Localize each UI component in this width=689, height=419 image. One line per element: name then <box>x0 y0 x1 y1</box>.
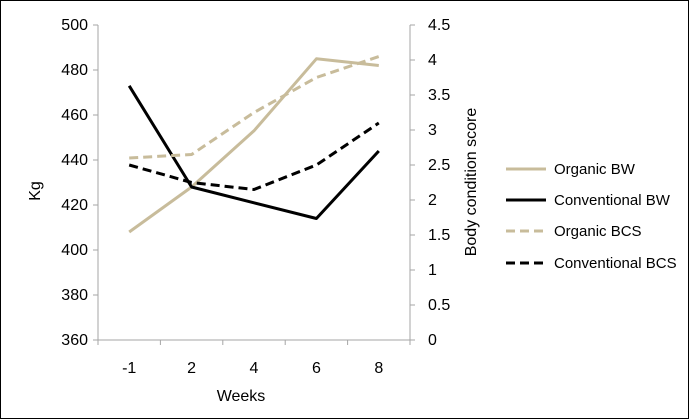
legend-label-organic-bcs: Organic BCS <box>554 223 642 240</box>
series-layer <box>127 55 380 234</box>
right-y-tick-label: 4 <box>428 52 437 69</box>
right-y-tick-label: 0 <box>428 332 437 349</box>
left-y-tick-label: 380 <box>61 287 88 304</box>
right-y-tick-label: 2 <box>428 192 437 209</box>
right-y-tick-label: 4.5 <box>428 17 450 34</box>
right-y-axis-title: Body condition score <box>463 108 480 257</box>
x-tick-label: 4 <box>250 360 259 377</box>
x-axis-title: Weeks <box>217 388 266 405</box>
right-y-tick-label: 1.5 <box>428 227 450 244</box>
x-tick-label: 6 <box>312 360 321 377</box>
legend-label-conventional-bcs: Conventional BCS <box>554 255 677 272</box>
x-tick-label: -1 <box>122 360 136 377</box>
left-y-tick-label: 480 <box>61 62 88 79</box>
x-tick-label: 8 <box>374 360 383 377</box>
legend: Organic BW Conventional BW Organic BCS Conv… <box>506 161 677 272</box>
axes <box>93 24 415 345</box>
right-y-tick-label: 3.5 <box>428 87 450 104</box>
right-y-tick-label: 3 <box>428 122 437 139</box>
legend-label-organic-bw: Organic BW <box>554 161 636 178</box>
legend-label-conventional-bw: Conventional BW <box>554 192 671 209</box>
series-line-conventional-bw <box>127 85 380 220</box>
left-y-tick-label: 460 <box>61 107 88 124</box>
tick-labels: 360 380 400 420 440 460 480 500 0 0.5 1 1.5 2 2.5 3 3.5… <box>61 17 450 377</box>
series-line-conventional-bcs <box>128 121 380 191</box>
series-line-organic-bcs <box>129 55 380 160</box>
left-y-tick-label: 360 <box>61 332 88 349</box>
x-tick-label: 2 <box>187 360 196 377</box>
left-y-tick-label: 400 <box>61 242 88 259</box>
left-y-tick-label: 440 <box>61 152 88 169</box>
right-y-tick-label: 0.5 <box>428 297 450 314</box>
left-y-axis-title: Kg <box>27 181 44 201</box>
right-y-tick-label: 1 <box>428 262 437 279</box>
right-y-tick-label: 2.5 <box>428 157 450 174</box>
left-y-tick-label: 420 <box>61 197 88 214</box>
series-line-organic-bw <box>128 57 379 234</box>
left-y-tick-label: 500 <box>61 17 88 34</box>
